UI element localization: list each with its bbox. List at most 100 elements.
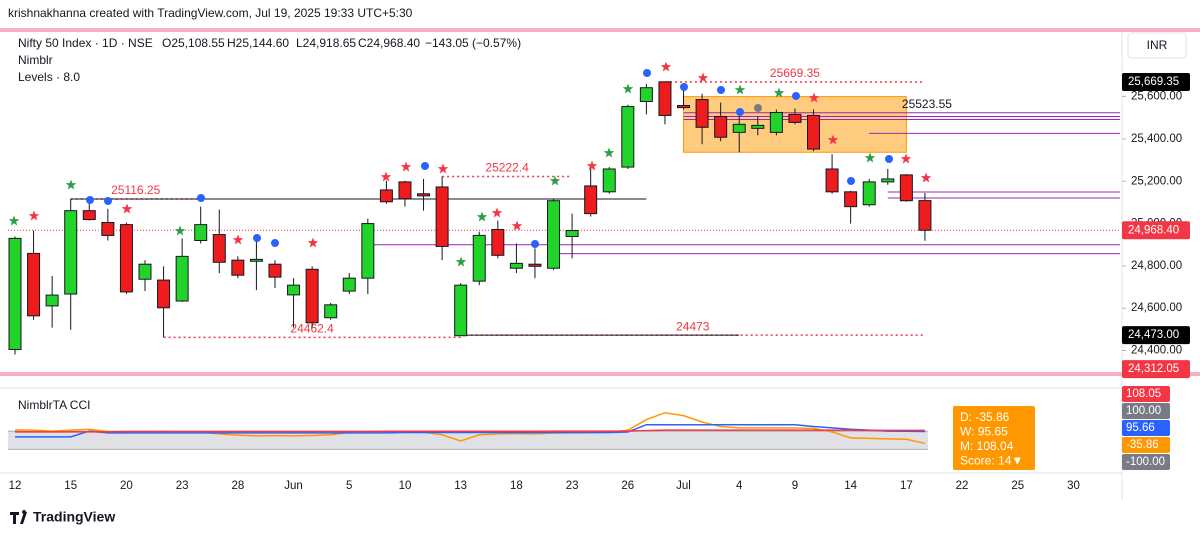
price-tag-label: 25,669.35 <box>1128 76 1179 88</box>
candle-body <box>918 200 932 231</box>
candle-body <box>324 304 338 319</box>
candle-body <box>751 124 765 129</box>
candle-body <box>621 106 635 168</box>
candle-body <box>899 174 913 202</box>
candle-body <box>547 200 561 269</box>
ohlc-open: O25,108.55 <box>162 36 225 50</box>
candle-body <box>194 224 208 242</box>
readout-line: M: 108.04 <box>960 439 1014 453</box>
candle-body <box>472 234 486 282</box>
candle-body <box>677 105 691 109</box>
candle-body <box>398 181 412 200</box>
readout-line: Score: 14▼ <box>960 454 1023 468</box>
candle-body <box>825 168 839 193</box>
y-tick-label: 25,600.00 <box>1131 91 1182 103</box>
price-tag <box>1122 360 1190 379</box>
candle-body <box>157 279 171 309</box>
value-tag <box>1122 454 1170 470</box>
x-tick-label: 28 <box>231 480 244 492</box>
candle-body <box>528 263 542 267</box>
candle-body <box>287 284 301 296</box>
x-tick-label: 25 <box>1011 480 1024 492</box>
y-tick-label: 24,800.00 <box>1131 260 1182 272</box>
price-tag-label: 24,312.05 <box>1128 363 1179 375</box>
x-tick-label: 14 <box>844 480 857 492</box>
level-label: 25669.35 <box>770 66 820 80</box>
candle-body <box>379 189 393 203</box>
ohlc-change: −143.05 (−0.57%) <box>425 36 521 50</box>
ohlc-low: L24,918.65 <box>296 36 356 50</box>
level-label: 25523.55 <box>902 97 952 111</box>
candle-body <box>8 237 22 350</box>
indicator-name: Nimblr <box>18 53 53 67</box>
candle-body <box>45 294 59 307</box>
value-tag <box>1122 386 1170 402</box>
x-tick-label: 22 <box>956 480 969 492</box>
candle-body <box>119 224 133 293</box>
value-tag-label: 108.05 <box>1126 388 1161 400</box>
candle-body <box>64 210 78 295</box>
candle-body <box>435 186 449 247</box>
readout-box <box>953 406 1035 470</box>
ohlc-high: H25,144.60 <box>227 36 289 50</box>
x-tick-label: 18 <box>510 480 523 492</box>
y-tick-label: 25,400.00 <box>1131 133 1182 145</box>
x-tick-label: 10 <box>399 480 412 492</box>
ohlc-close: C24,968.40 <box>358 36 420 50</box>
value-tag <box>1122 437 1170 453</box>
candle-body <box>509 262 523 269</box>
candle-body <box>417 193 431 197</box>
brand: TradingView <box>33 509 115 525</box>
band <box>8 431 928 450</box>
separator <box>0 28 1200 32</box>
x-tick-label: 15 <box>64 480 77 492</box>
pane-title: NimblrTA CCI <box>18 398 90 412</box>
candle-body <box>584 185 598 215</box>
readout-line: W: 95.65 <box>960 425 1008 439</box>
value-tag-label: 100.00 <box>1126 405 1161 417</box>
candle-body <box>361 223 375 279</box>
value-tag-label: -35.86 <box>1126 439 1159 451</box>
candle-body <box>881 178 895 183</box>
credit: krishnakhanna created with TradingView.c… <box>8 6 413 20</box>
candle-body <box>565 230 579 237</box>
candle-body <box>639 87 653 102</box>
candle-body <box>231 259 245 276</box>
tradingview-logo <box>10 510 27 524</box>
candle-body <box>862 181 876 206</box>
candle-body <box>844 191 858 208</box>
value-tag <box>1122 403 1170 419</box>
candle-body <box>268 263 282 278</box>
candle-body <box>714 116 728 138</box>
candle-body <box>212 234 226 263</box>
x-tick-label: Jun <box>284 480 303 492</box>
price-tag <box>1122 221 1190 240</box>
series-line <box>15 423 925 438</box>
value-tag <box>1122 420 1170 436</box>
level-label: 25222.4 <box>485 161 529 175</box>
candle-body <box>305 268 319 324</box>
candle-body <box>138 263 152 280</box>
candle-body <box>602 168 616 193</box>
x-tick-label: 5 <box>346 480 352 492</box>
value-tag-label: 95.66 <box>1126 422 1155 434</box>
candle-body <box>342 277 356 292</box>
x-tick-label: 13 <box>454 480 467 492</box>
x-tick-label: 12 <box>9 480 22 492</box>
x-tick-label: Jul <box>676 480 691 492</box>
candle-body <box>491 228 505 256</box>
price-tag-label: 24,473.00 <box>1128 329 1179 341</box>
candle-body <box>807 114 821 150</box>
level-label: 25116.25 <box>111 183 160 197</box>
y-tick-label: 25,200.00 <box>1131 175 1182 187</box>
currency-button[interactable] <box>1127 32 1187 59</box>
candle-body <box>175 255 189 302</box>
level-label: 24473 <box>676 319 710 333</box>
currency[interactable]: INR <box>1147 38 1168 52</box>
x-tick-label: 26 <box>621 480 634 492</box>
price-tag-label: 24,968.40 <box>1128 224 1179 236</box>
indicator-name: Levels · 8.0 <box>18 70 80 84</box>
price-tag <box>1122 72 1190 91</box>
x-tick-label: 23 <box>566 480 579 492</box>
x-tick-label: 20 <box>120 480 133 492</box>
